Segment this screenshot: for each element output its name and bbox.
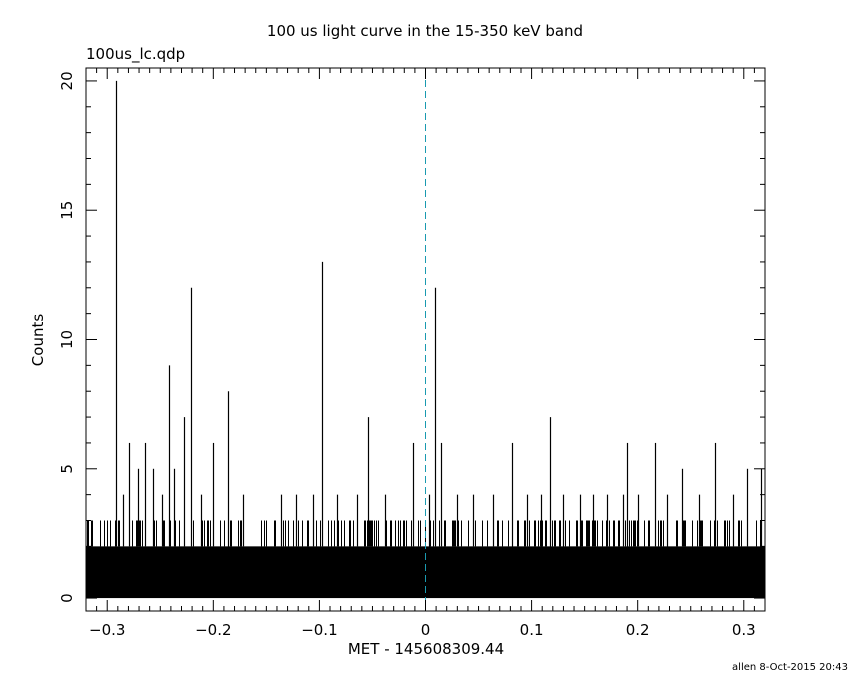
chart-title: 100 us light curve in the 15-350 keV ban…: [266, 22, 584, 40]
x-axis-label: MET - 145608309.44: [347, 640, 505, 658]
footer-stamp: allen 8-Oct-2015 20:43: [732, 662, 848, 673]
x-tick-label: 0.1: [520, 621, 544, 639]
x-tick-label: 0.3: [732, 621, 756, 639]
y-tick-label: 15: [58, 201, 76, 220]
y-tick-label: 5: [58, 464, 76, 474]
x-tick-label: 0.2: [626, 621, 650, 639]
y-axis-label: Counts: [29, 313, 47, 367]
file-label: 100us_lc.qdp: [86, 45, 186, 63]
x-tick-label: −0.1: [301, 621, 337, 639]
x-tick-label: −0.3: [89, 621, 125, 639]
y-tick-label: 0: [58, 593, 76, 603]
scatter-bins: [87, 520, 761, 547]
y-tick-label: 10: [58, 330, 76, 349]
x-tick-label: 0: [421, 621, 431, 639]
y-tick-label: 20: [58, 71, 76, 90]
x-tick-label: −0.2: [195, 621, 231, 639]
